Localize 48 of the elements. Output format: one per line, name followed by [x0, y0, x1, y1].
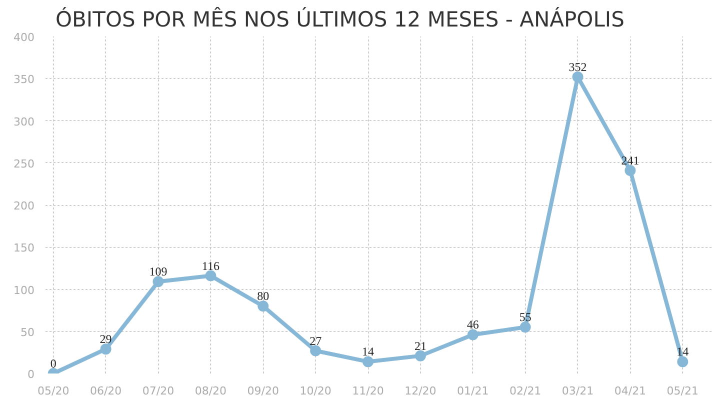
- data-label: 241: [621, 153, 640, 168]
- data-label: 14: [362, 344, 374, 359]
- point: [414, 350, 426, 362]
- data-label: 29: [100, 332, 112, 346]
- x-tick-label: 02/21: [509, 384, 542, 398]
- x-tick-label: 11/20: [352, 384, 384, 398]
- point: [205, 270, 216, 282]
- point: [467, 329, 478, 340]
- x-tick-label: 12/20: [404, 384, 436, 398]
- y-tick-label: 150: [14, 242, 35, 255]
- y-tick-label: 300: [14, 115, 35, 128]
- y-tick-label: 0: [28, 368, 34, 381]
- point: [362, 356, 374, 368]
- x-tick-label: 09/20: [247, 384, 279, 398]
- point: [100, 344, 112, 355]
- data-label: 116: [202, 258, 220, 273]
- data-label: 109: [149, 264, 168, 279]
- point: [152, 276, 164, 288]
- data-label: 21: [414, 338, 426, 353]
- data-label: 55: [519, 310, 532, 324]
- point: [258, 300, 269, 312]
- point: [310, 345, 322, 356]
- y-tick-label: 50: [20, 326, 35, 339]
- y-tick-label: 400: [14, 31, 35, 44]
- x-tick-label: 05/21: [666, 384, 699, 398]
- x-tick-label: 10/20: [300, 384, 332, 398]
- y-tick-label: 100: [14, 284, 35, 297]
- point: [572, 71, 584, 82]
- y-tick-label: 200: [14, 200, 35, 212]
- data-label: 46: [466, 318, 479, 332]
- data-label: 352: [568, 60, 587, 74]
- data-label: 80: [257, 289, 270, 304]
- x-tick-label: 04/21: [614, 384, 646, 398]
- data-label: 14: [676, 344, 689, 359]
- x-tick-label: 01/21: [457, 384, 489, 398]
- point: [520, 322, 531, 333]
- point: [677, 356, 688, 368]
- x-tick-label: 07/20: [142, 384, 174, 398]
- data-label: 0: [50, 356, 56, 370]
- x-tick-label: 08/20: [194, 384, 227, 398]
- x-tick-label: 05/20: [38, 384, 70, 398]
- data-label: 27: [310, 334, 322, 348]
- y-tick-label: 350: [14, 73, 35, 86]
- chart-title: ÓBITOS POR MÊS NOS ÚLTIMOS 12 MESES - ANÁPOLIS: [56, 6, 624, 32]
- x-tick-label: 06/20: [90, 384, 122, 398]
- y-tick-label: 250: [14, 157, 35, 170]
- x-tick-label: 03/21: [562, 384, 594, 398]
- point: [624, 164, 636, 176]
